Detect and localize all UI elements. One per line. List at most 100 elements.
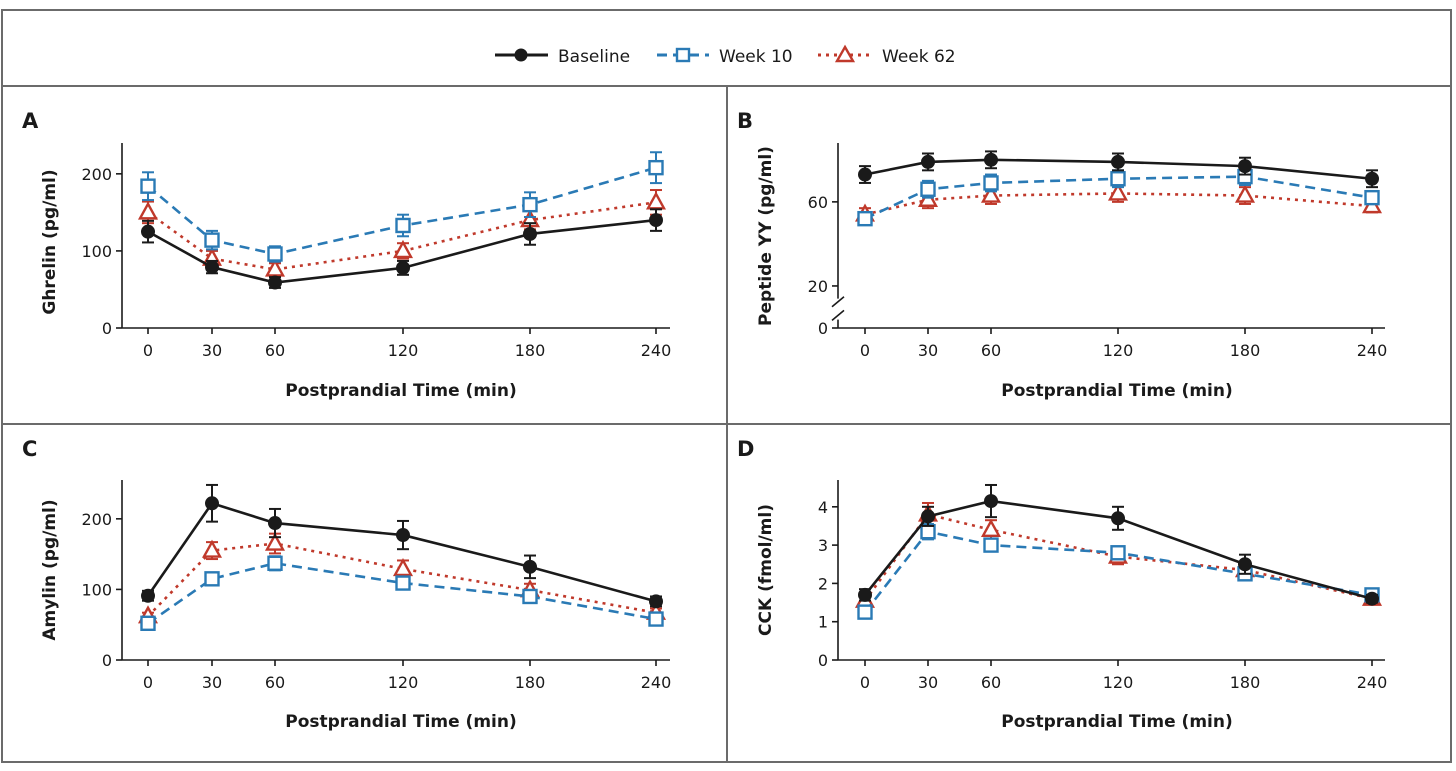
panel-c-amylin: C Postprandial Time (min) Amylin (pg/ml)… [22,437,671,732]
panel-b-series-line-baseline [864,158,1373,181]
panel-c-x-tick-label: 180 [515,673,546,692]
panel-c-point-week62 [264,532,286,551]
panel-a-y-axis-title: Ghrelin (pg/ml) [40,169,60,314]
panel-a-x-tick-label: 60 [265,341,285,360]
panel-d-point-baseline [1111,511,1125,526]
panel-a-series-line-week62 [147,201,657,271]
panel-d-cck: D Postprandial Time (min) CCK (fmol/ml) … [737,437,1387,732]
panel-d-x-axis-title: Postprandial Time (min) [1001,712,1233,732]
panel-c-point-week62 [392,557,414,577]
panel-d-point-baseline [1238,557,1252,572]
panel-b-point-baseline [1365,171,1379,186]
panel-b-axis-break-mark [831,309,845,322]
panel-c-point-baseline [141,588,155,603]
panel-d-point-week62 [980,518,1002,537]
panel-b-point-week10 [857,210,873,227]
panel-d-y-tick-label: 4 [818,498,828,517]
panel-d-x-tick-label: 120 [1103,673,1134,692]
panel-c-letter: C [22,437,37,461]
panel-b-y-tick-label: 0 [818,319,828,338]
panel-b-x-axis-title: Postprandial Time (min) [1001,381,1233,401]
panel-a-point-week62 [645,191,667,210]
panel-b-x-tick-label: 180 [1230,341,1261,360]
panel-d-series-line-week10 [863,530,1373,613]
panel-b-point-week10 [1110,171,1126,187]
panel-b-point-baseline [921,154,935,169]
panel-b-point-baseline [1111,154,1125,169]
panel-a-point-week10 [267,246,283,262]
panel-c-y-axis-title: Amylin (pg/ml) [40,499,60,640]
panel-a-x-tick-label: 0 [143,341,153,360]
panel-a-point-week62 [137,201,159,220]
panel-a-point-baseline [396,260,410,275]
panel-d-point-week10 [920,524,936,540]
panel-a-point-week62 [264,258,286,277]
legend-item-week62: Week 62 [818,44,956,67]
panel-a-x-tick-label: 240 [641,341,672,360]
panel-b-y-tick-label: 20 [808,277,828,296]
panel-d-point-baseline [858,587,872,602]
panel-c-point-baseline [649,594,663,609]
legend-label-baseline: Baseline [558,47,630,67]
panel-a-x-tick-label: 30 [202,341,222,360]
legend-marker-baseline [514,48,528,62]
panel-a-point-baseline [523,226,537,241]
panel-b-x-tick-label: 30 [918,341,938,360]
panel-b-point-week10 [920,181,936,197]
panel-b-axis-break-mark [831,296,845,308]
panel-a-point-baseline [205,260,219,275]
panel-a-point-baseline [268,275,282,290]
panel-b-y-axis-title: Peptide YY (pg/ml) [756,146,776,326]
panel-b-point-baseline [984,152,998,167]
panel-d-y-tick-label: 2 [818,574,828,593]
panel-b-x-tick-label: 0 [860,341,870,360]
panel-b-x-tick-label: 240 [1357,341,1388,360]
panel-b-y-tick-label: 60 [808,193,828,212]
panel-a-series-line-week10 [147,166,657,256]
panel-c-x-tick-label: 60 [265,673,285,692]
panel-a-point-week10 [648,159,664,176]
panel-d-x-tick-label: 240 [1357,673,1388,692]
panel-b-point-week10 [1364,189,1380,206]
panel-d-point-week10 [983,537,999,553]
panel-b-x-tick-label: 120 [1103,341,1134,360]
panel-b-point-week10 [983,175,999,191]
panel-d-y-tick-label: 3 [818,536,828,555]
panel-a-point-baseline [141,224,155,239]
panel-c-point-week10 [648,611,664,627]
legend-marker-week62 [834,44,856,63]
panel-a-x-axis-title: Postprandial Time (min) [285,381,517,401]
panel-a-y-tick-label: 0 [102,319,112,338]
panel-c-x-tick-label: 240 [641,673,672,692]
panel-b-point-week62 [1107,182,1129,201]
panel-c-point-baseline [205,496,219,511]
panel-c-y-tick-label: 100 [81,580,112,599]
panel-c-point-baseline [268,516,282,531]
panel-a-point-week10 [204,232,220,248]
panel-b-x-tick-label: 60 [981,341,1001,360]
panel-a-point-week10 [395,217,411,234]
panel-a-letter: A [22,109,39,133]
panel-c-point-week62 [201,539,223,558]
panel-a-y-tick-label: 200 [81,165,112,184]
panel-a-x-tick-label: 120 [388,341,419,360]
panel-d-point-baseline [921,509,935,524]
panel-a-y-tick-label: 100 [81,242,112,261]
panel-c-point-week10 [204,571,220,587]
panel-b-letter: B [737,109,753,133]
panel-c-point-week10 [140,615,156,631]
panel-c-point-week10 [395,575,411,591]
panel-a-x-tick-label: 180 [515,341,546,360]
legend-item-baseline: Baseline [495,47,630,67]
panel-d-y-tick-label: 1 [818,613,828,632]
panel-d-y-tick-label: 0 [818,651,828,670]
panel-a-point-week10 [522,196,538,213]
panel-c-series-line-week10 [147,561,657,625]
panel-d-point-week10 [857,604,873,620]
legend-marker-week10 [675,47,691,63]
panel-d-x-tick-label: 180 [1230,673,1261,692]
panel-b-point-baseline [1238,159,1252,174]
panel-c-x-tick-label: 0 [143,673,153,692]
panel-d-y-axis-title: CCK (fmol/ml) [756,504,776,636]
